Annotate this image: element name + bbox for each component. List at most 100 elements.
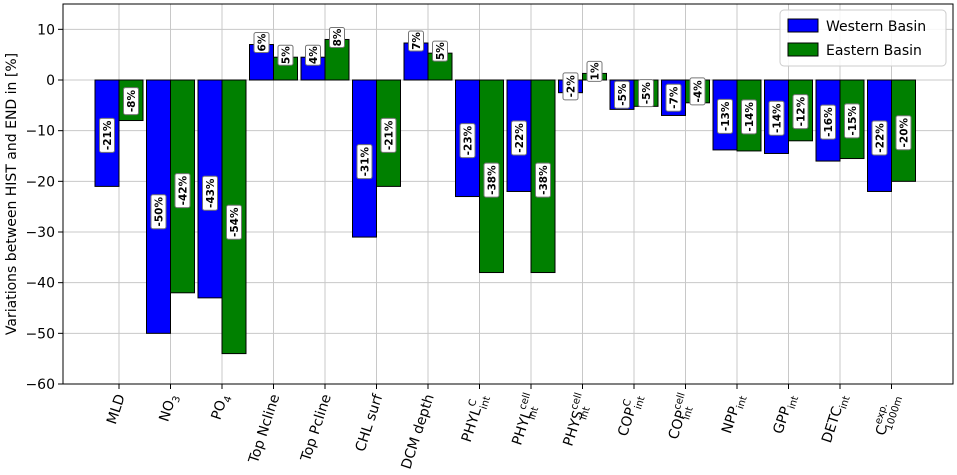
x-tick-label: COPCint: [612, 391, 647, 439]
data-label: -7%: [665, 83, 682, 112]
data-label: 7%: [408, 30, 424, 52]
y-tick-label: 0: [46, 73, 55, 89]
data-label-text: -21%: [384, 120, 396, 150]
data-label: -14%: [741, 99, 757, 135]
x-tick-label: DCM depth: [399, 392, 438, 471]
data-label-box: [99, 117, 115, 153]
x-tick-label-text: MLD: [104, 392, 129, 426]
data-label: -16%: [820, 104, 836, 140]
x-tick-label-text: PHYScellint: [558, 391, 596, 449]
data-label-box: [562, 72, 579, 101]
data-label-text: -15%: [847, 106, 859, 136]
y-tick-label: −50: [25, 326, 55, 342]
data-label: -23%: [459, 123, 476, 159]
data-label-box: [123, 87, 139, 116]
data-label-text: -22%: [514, 123, 526, 153]
data-label: -38%: [483, 162, 500, 198]
data-label: 1%: [586, 60, 603, 82]
x-tick-label: Cexp.1000m: [870, 391, 905, 438]
data-label: 4%: [305, 44, 321, 66]
x-tick-label: Top Pcline: [298, 392, 335, 464]
x-tick-label: NPPint: [719, 392, 750, 436]
data-label: -38%: [535, 162, 551, 198]
data-label: -20%: [895, 115, 912, 151]
x-tick-label: NO3: [156, 395, 183, 424]
legend-label: Western Basin: [826, 19, 926, 35]
data-label: 5%: [432, 40, 448, 62]
data-label-text: -43%: [205, 178, 217, 208]
y-axis-title: Variations between HIST and END in [%]: [4, 53, 20, 335]
data-label-box: [768, 100, 785, 136]
data-label-text: -7%: [669, 86, 681, 109]
data-label-text: -4%: [693, 80, 705, 103]
data-label-box: [820, 104, 836, 140]
data-label: -5%: [614, 80, 630, 109]
y-tick-label: 10: [37, 22, 55, 38]
data-label-box: [717, 98, 733, 134]
data-label-box: [689, 77, 706, 106]
data-label-text: -14%: [744, 102, 756, 132]
data-label-box: [356, 144, 373, 180]
x-tick-label-text: NPPint: [719, 392, 750, 436]
data-label-box: [329, 26, 345, 48]
x-tick-label: PHYLcellint: [506, 391, 544, 448]
data-label-box: [305, 44, 321, 66]
y-tick-label: −60: [25, 377, 55, 393]
data-label-box: [741, 99, 757, 135]
data-label: 5%: [277, 44, 294, 66]
x-tick-label-text: Cexp.1000m: [870, 391, 905, 438]
data-label-text: -21%: [102, 120, 114, 150]
y-tick-label: −10: [25, 124, 55, 140]
data-label: -54%: [226, 204, 242, 240]
data-label: -43%: [202, 175, 218, 211]
x-tick-label-text: COPCint: [612, 391, 647, 439]
x-tick-label-text: CHL surf: [353, 391, 387, 453]
data-label-box: [895, 115, 912, 151]
legend-box: [779, 9, 947, 67]
data-label-text: -13%: [720, 101, 732, 131]
data-label: -13%: [717, 98, 733, 134]
data-label: 8%: [329, 26, 345, 48]
data-label: 6%: [253, 32, 270, 54]
legend-swatch: [787, 42, 819, 57]
x-tick-label: Top Ncline: [246, 392, 284, 466]
legend-swatch: [787, 18, 819, 33]
data-label-text: 5%: [281, 46, 293, 64]
data-label-box: [511, 120, 527, 156]
x-tick-label-text: COPcellint: [663, 391, 699, 442]
data-label-box: [535, 162, 551, 198]
data-label-text: -50%: [154, 197, 166, 227]
x-tick-label-text: Top Pcline: [298, 392, 335, 464]
data-label-text: -8%: [126, 90, 138, 113]
x-tick-label: PHYScellint: [558, 391, 596, 449]
legend: Western Basin Eastern Basin: [779, 9, 947, 67]
data-label-box: [432, 40, 448, 62]
x-tick-label: CHL surf: [353, 391, 387, 453]
data-label-text: 1%: [590, 62, 602, 80]
x-tick-label: GPPint: [770, 395, 801, 436]
x-tick-label-text: PO4: [209, 392, 235, 422]
data-label-box: [150, 194, 167, 230]
data-label: -2%: [562, 72, 579, 101]
x-tick-label-text: PHYLCint: [456, 391, 493, 445]
data-label-text: -20%: [899, 117, 911, 147]
x-tick-label-text: Top Ncline: [246, 392, 284, 466]
x-tick-label: DETCint: [819, 395, 853, 445]
data-label-box: [665, 83, 682, 112]
x-tick-label-text: PHYLcellint: [506, 391, 544, 448]
data-label-box: [871, 120, 888, 156]
data-label-text: -5%: [641, 82, 653, 105]
x-tick-label: PHYLCint: [456, 391, 493, 445]
data-label: -4%: [689, 77, 706, 106]
y-tick-label: −20: [25, 174, 55, 190]
data-label-text: -2%: [566, 75, 578, 98]
data-label-box: [277, 44, 294, 66]
data-label: -21%: [99, 117, 115, 153]
data-label-text: -54%: [229, 207, 241, 237]
x-axis: MLD NO3 PO4 Top Ncline Top Pcline CHL surf DCM…: [104, 384, 905, 471]
data-label: -5%: [638, 79, 654, 108]
data-label-box: [844, 103, 860, 139]
data-label-box: [614, 80, 630, 109]
